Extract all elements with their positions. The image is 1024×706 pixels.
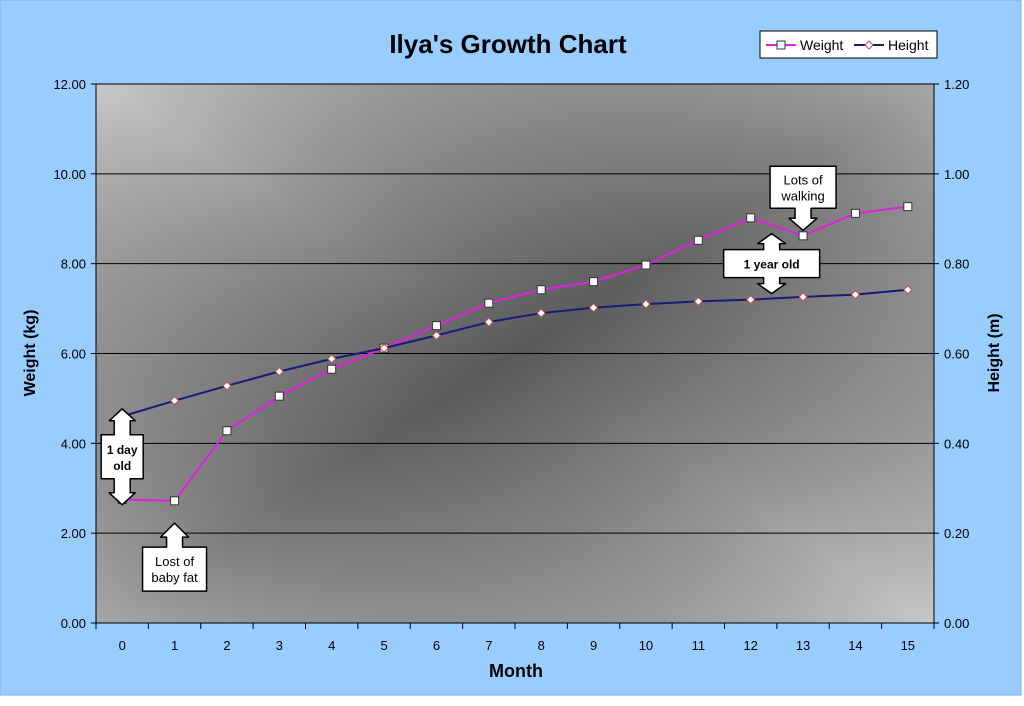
x-tick-label: 8: [538, 638, 545, 653]
height-point: [850, 289, 861, 300]
weight-point: [746, 213, 756, 223]
x-tick-label: 12: [743, 638, 757, 653]
weight-line: [122, 205, 908, 502]
height-point: [484, 317, 494, 327]
y-left-tick-label: 4.00: [61, 436, 86, 451]
x-tick-label: 5: [380, 638, 387, 653]
y-axis-right-label: Height (m): [986, 313, 1003, 392]
x-tick-label: 6: [433, 638, 440, 653]
annotation-1-year-old-shape: [722, 232, 821, 295]
weight-point: [484, 298, 494, 308]
annotation-1-day-old-shape: [100, 408, 144, 506]
x-tick-label: 15: [901, 638, 915, 653]
x-tick-label: 2: [223, 638, 230, 653]
annotation-1-day-old-text: 1 day: [107, 443, 138, 457]
weight-point: [431, 321, 441, 331]
y-left-tick-label: 10.00: [53, 167, 86, 182]
height-point: [588, 302, 599, 313]
weight-point: [641, 260, 651, 270]
height-point: [222, 381, 232, 391]
height-point: [903, 285, 913, 295]
height-point: [798, 292, 808, 302]
weight-point: [536, 285, 546, 295]
x-tick-label: 11: [692, 638, 706, 653]
legend-height-marker: [864, 40, 874, 50]
weight-point: [850, 208, 860, 218]
y-right-tick-label: 0.40: [944, 436, 969, 451]
weight-point: [693, 235, 703, 245]
y-right-tick-label: 0.00: [944, 616, 969, 631]
annotation-lost-of-baby-fat-text: baby fat: [151, 570, 198, 585]
annotation-1-day-old-text: old: [113, 459, 131, 473]
height-line: [121, 288, 908, 418]
annotation-lost-of-baby-fat-shape: [141, 522, 208, 592]
annotation-lots-of-walking-text: Lots of: [784, 172, 823, 187]
y-right-tick-label: 0.80: [944, 257, 969, 272]
weight-point: [170, 496, 180, 506]
y-right-tick-label: 0.20: [944, 526, 969, 541]
legend-weight-marker: [776, 40, 786, 50]
y-left-tick-label: 6.00: [61, 347, 86, 362]
height-point: [169, 395, 180, 406]
y-left-tick-label: 12.00: [53, 77, 86, 92]
y-right-tick-label: 1.00: [944, 167, 969, 182]
height-point: [379, 343, 389, 353]
x-tick-label: 1: [171, 638, 178, 653]
annotation-1-year-old-text: 1 year old: [744, 258, 800, 272]
height-point: [326, 354, 337, 364]
chart-title: Ilya's Growth Chart: [389, 29, 627, 59]
x-tick-label: 3: [276, 638, 283, 653]
weight-point: [274, 391, 284, 401]
y-left-tick-label: 0.00: [61, 616, 86, 631]
height-point: [274, 366, 285, 377]
annotation-lots-of-walking-text: walking: [780, 188, 824, 203]
weight-point: [798, 231, 808, 241]
legend: Weight Height: [759, 30, 938, 59]
x-axis-label: Month: [489, 661, 543, 681]
x-tick-label: 0: [119, 638, 126, 653]
axes: 0.00 2.00 4.00 6.00 8.00 10.00 12.00 0.00 0.20 0.…: [53, 77, 969, 653]
weight-point: [903, 202, 913, 212]
y-left-tick-label: 2.00: [61, 526, 86, 541]
x-tick-label: 13: [796, 638, 810, 653]
x-tick-label: 10: [639, 638, 653, 653]
height-point: [693, 296, 704, 307]
annotation-lots-of-walking-shape: [769, 165, 837, 232]
weight-point: [589, 277, 599, 287]
weight-point: [222, 426, 232, 436]
x-tick-label: 4: [328, 638, 335, 653]
y-right-tick-label: 0.60: [944, 347, 969, 362]
x-tick-label: 9: [590, 638, 597, 653]
height-point: [641, 299, 651, 309]
legend-height-label: Height: [888, 37, 929, 53]
height-point: [745, 294, 756, 305]
weight-point: [327, 364, 337, 374]
y-axis-left-label: Weight (kg): [22, 310, 39, 397]
x-tick-label: 7: [485, 638, 492, 653]
annotation-lost-of-baby-fat-text: Lost of: [155, 554, 194, 569]
legend-weight-label: Weight: [800, 37, 843, 53]
height-point: [431, 330, 442, 341]
y-right-tick-label: 1.20: [944, 77, 969, 92]
y-left-tick-label: 8.00: [61, 257, 86, 272]
height-point: [536, 308, 546, 318]
x-tick-label: 14: [848, 638, 862, 653]
